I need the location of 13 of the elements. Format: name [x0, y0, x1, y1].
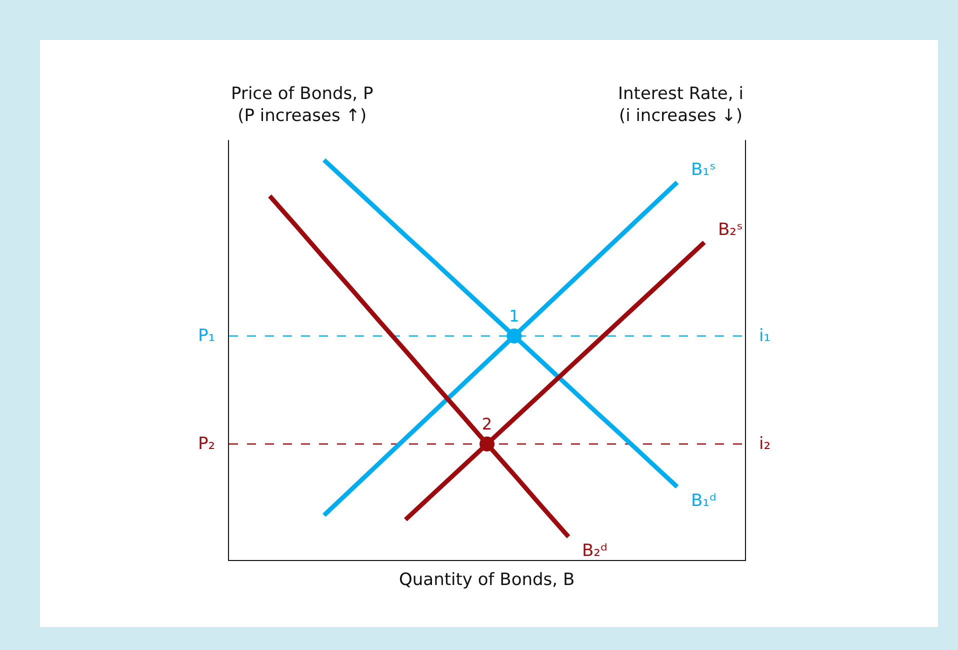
y-axis-title: Price of Bonds, P (P increases ↑) [231, 84, 374, 126]
series-label: B₂ˢ [718, 220, 743, 240]
series-label: B₁ᵈ [691, 491, 716, 511]
ref-line-label: P₁ [198, 326, 216, 346]
text: i₁ [759, 326, 771, 346]
series-label: B₂ᵈ [582, 541, 608, 561]
x-axis-title: Quantity of Bonds, B [399, 570, 575, 590]
annotation: 2 [482, 414, 492, 434]
y2-axis-title: Interest Rate, i (i increases ↓) [618, 84, 744, 126]
series-label: B₁ˢ [691, 160, 716, 180]
text: i₂ [759, 434, 771, 454]
annotation: 1 [509, 306, 520, 326]
ref-line-label: P₂ [198, 434, 216, 454]
